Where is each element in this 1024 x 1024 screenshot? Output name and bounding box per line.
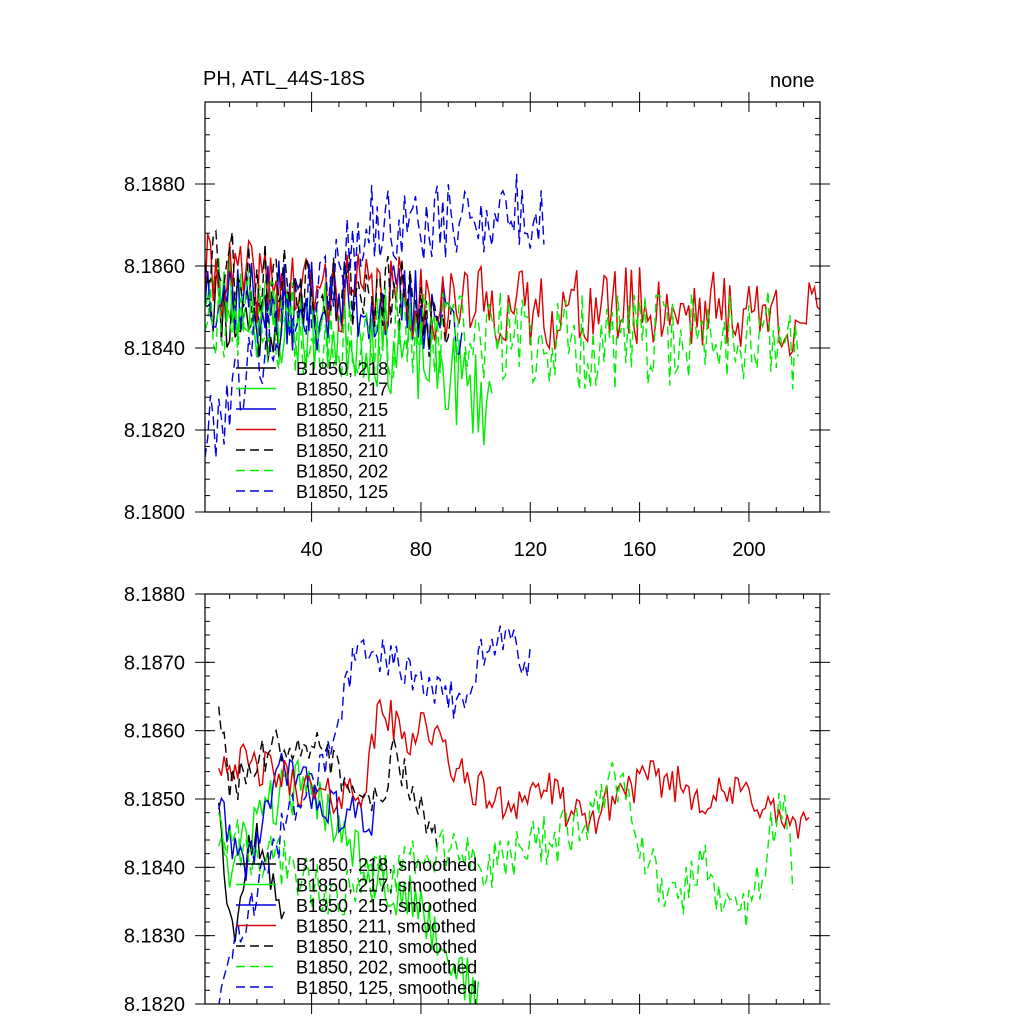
series-line-2 bbox=[205, 260, 463, 355]
x-tick-label: 40 bbox=[300, 539, 322, 561]
y-tick-label: 8.1870 bbox=[124, 652, 185, 674]
plot-frame bbox=[204, 101, 821, 513]
y-tick-label: 8.1800 bbox=[124, 502, 185, 524]
series-line-1 bbox=[205, 255, 493, 446]
y-tick-label: 8.1880 bbox=[124, 174, 185, 196]
series-line-6 bbox=[218, 625, 531, 1004]
legend-label-6: B1850, 125 bbox=[296, 482, 388, 502]
bottom-panel: 8.1820 8.1830 8.1840 8.1850 8.1860 8.1870 8.18… bbox=[124, 584, 830, 1016]
series-line-6 bbox=[205, 173, 545, 458]
y-tick-label: 8.1860 bbox=[124, 721, 185, 743]
legend-label-1: B1850, 217 bbox=[296, 380, 388, 400]
legend-label-5: B1850, 202, smoothed bbox=[296, 958, 477, 978]
top-panel: 8.1800 8.1820 8.1840 8.1860 8.1880 40 80 120 160… bbox=[124, 92, 830, 561]
x-tick-label: 80 bbox=[410, 539, 432, 561]
series-line-5 bbox=[218, 762, 794, 928]
y-tick-label: 8.1880 bbox=[124, 584, 185, 606]
series-line-2 bbox=[218, 752, 376, 881]
legend-label-2: B1850, 215 bbox=[296, 400, 388, 420]
legend-label-2: B1850, 215, smoothed bbox=[296, 896, 477, 916]
chart-subtitle: none bbox=[770, 70, 815, 92]
x-tick-label: 120 bbox=[514, 539, 547, 561]
series-line-3 bbox=[218, 698, 810, 839]
y-tick-label: 8.1840 bbox=[124, 338, 185, 360]
chart-title: PH, ATL_44S-18S bbox=[203, 68, 365, 90]
y-tick-label: 8.1820 bbox=[124, 994, 185, 1016]
legend-label-5: B1850, 202 bbox=[296, 462, 388, 482]
legend-label-4: B1850, 210, smoothed bbox=[296, 937, 477, 957]
y-tick-label: 8.1850 bbox=[124, 789, 185, 811]
x-tick-label: 200 bbox=[732, 539, 765, 561]
legend-label-3: B1850, 211, smoothed bbox=[296, 917, 476, 937]
legend-label-6: B1850, 125, smoothed bbox=[296, 978, 477, 998]
legend-label-0: B1850, 218, smoothed bbox=[296, 855, 477, 875]
legend-label-4: B1850, 210 bbox=[296, 441, 388, 461]
legend-label-1: B1850, 217, smoothed bbox=[296, 876, 477, 896]
legend-label-3: B1850, 211 bbox=[296, 421, 387, 441]
y-tick-label: 8.1840 bbox=[124, 857, 185, 879]
series-line-0 bbox=[218, 802, 285, 942]
y-tick-label: 8.1820 bbox=[124, 420, 185, 442]
y-tick-label: 8.1860 bbox=[124, 256, 185, 278]
legend-label-0: B1850, 218 bbox=[296, 359, 388, 379]
y-tick-label: 8.1830 bbox=[124, 926, 185, 948]
series-line-1 bbox=[218, 758, 479, 1004]
x-tick-label: 160 bbox=[623, 539, 656, 561]
series-line-5 bbox=[205, 268, 799, 390]
